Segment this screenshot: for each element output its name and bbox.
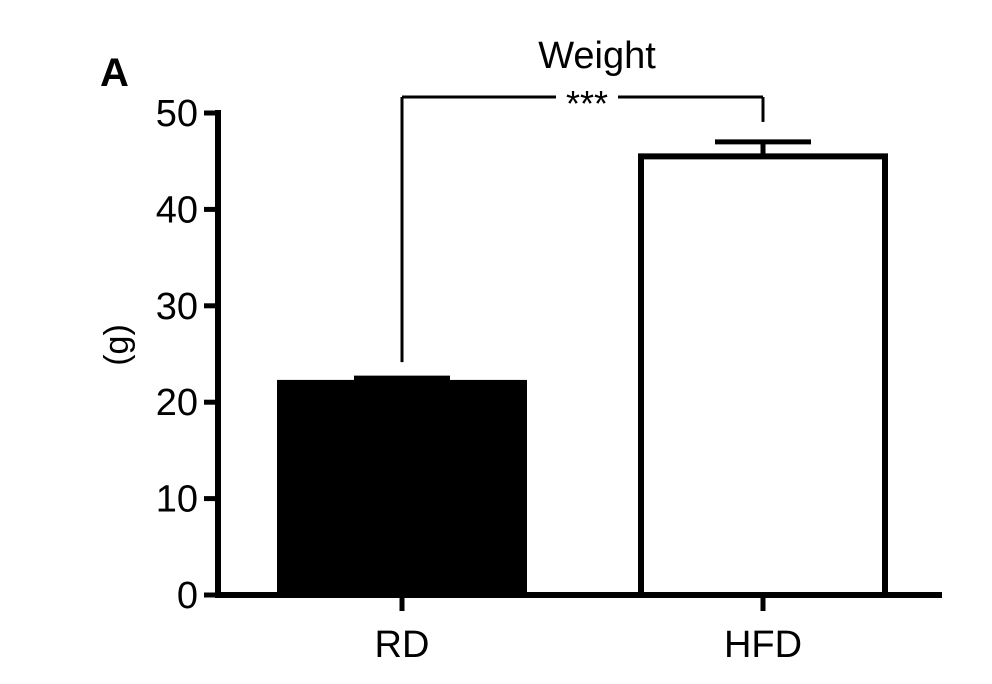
chart-title: Weight bbox=[538, 35, 656, 77]
y-tick-label-40: 40 bbox=[156, 189, 198, 231]
significance-label: *** bbox=[566, 83, 608, 124]
y-tick-label-0: 0 bbox=[177, 575, 198, 617]
y-axis-label: (g) bbox=[98, 324, 136, 366]
x-tick-label-rd: RD bbox=[375, 624, 430, 666]
y-tick-label-10: 10 bbox=[156, 479, 198, 521]
bar-hfd bbox=[638, 153, 888, 598]
y-tick-label-30: 30 bbox=[156, 286, 198, 328]
y-tick-label-20: 20 bbox=[156, 382, 198, 424]
bar-rd bbox=[277, 379, 527, 599]
y-tick-label-50: 50 bbox=[156, 93, 198, 135]
x-tick-label-hfd: HFD bbox=[724, 624, 802, 666]
panel-label: A bbox=[100, 51, 129, 95]
